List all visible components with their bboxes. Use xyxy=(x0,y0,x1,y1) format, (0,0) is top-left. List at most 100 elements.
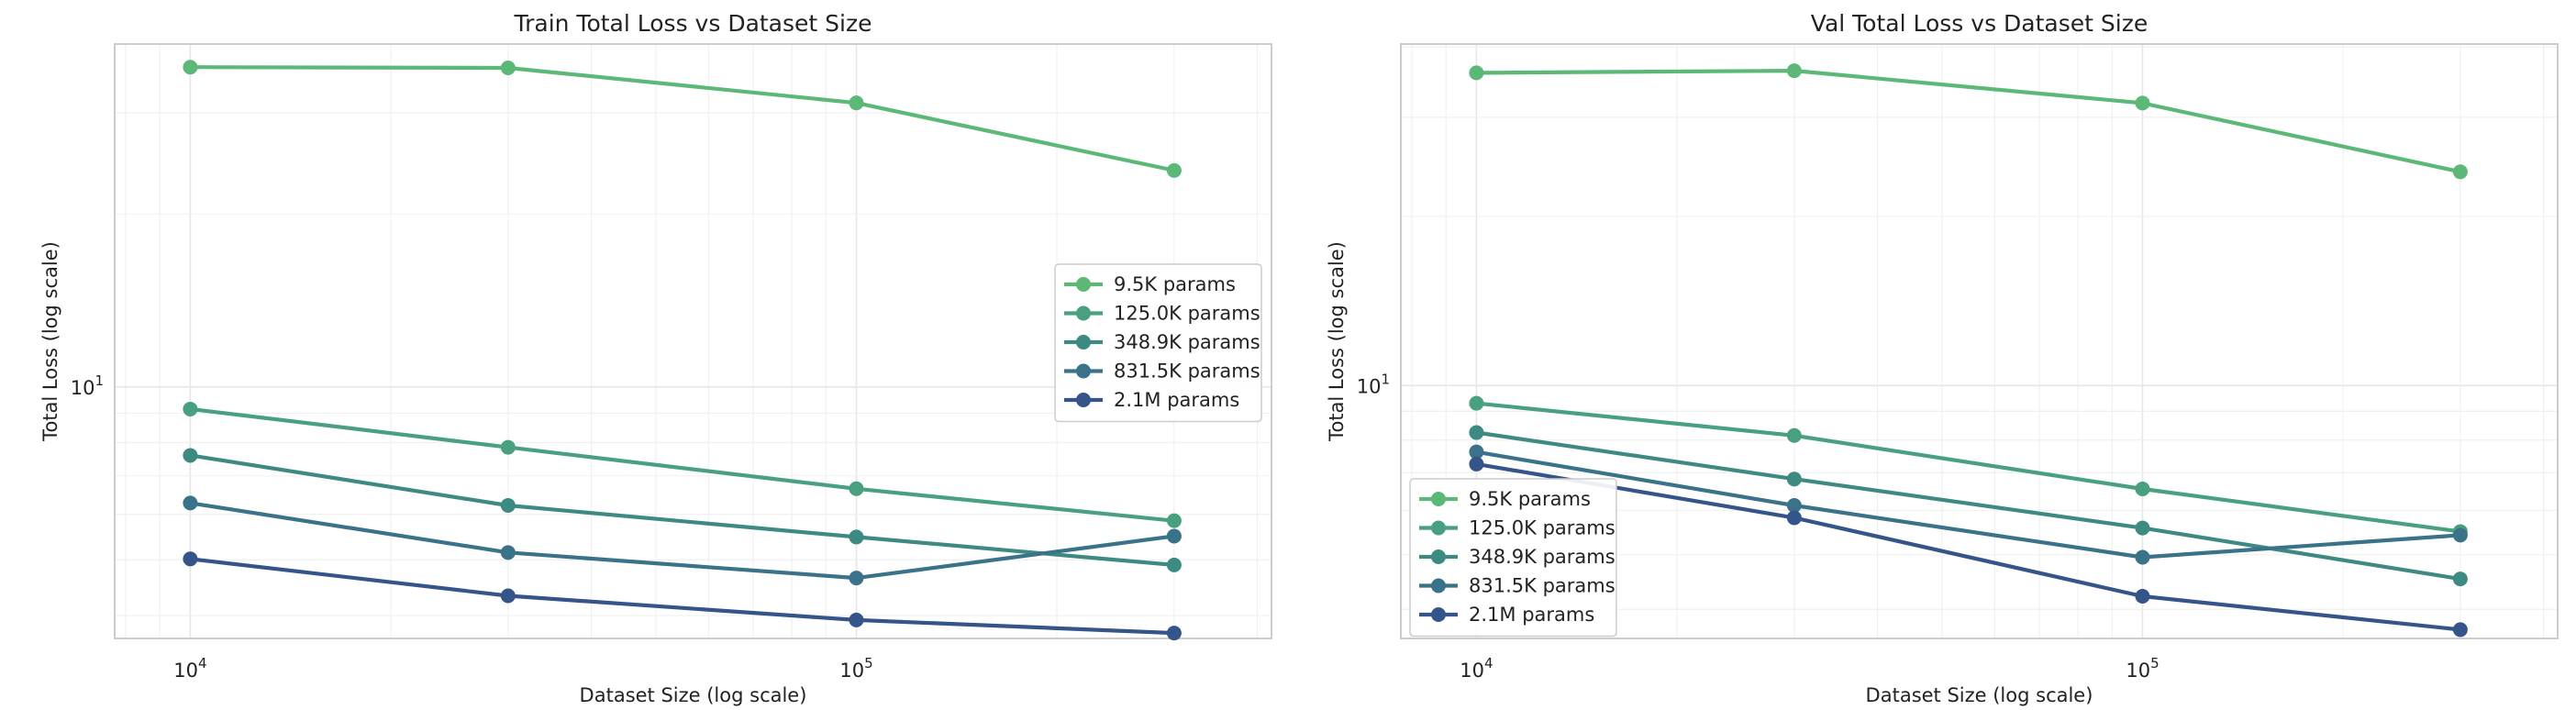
x-tick-base: 10 xyxy=(173,660,198,682)
y-tick-exponent: 1 xyxy=(1381,371,1390,387)
data-point xyxy=(849,95,864,111)
series-line xyxy=(1474,430,2462,582)
series-line xyxy=(188,453,1177,568)
x-tick-base: 10 xyxy=(2126,660,2150,682)
series-4 xyxy=(1469,456,2468,638)
legend-marker xyxy=(1431,607,1446,622)
x-tick-base: 10 xyxy=(839,660,864,682)
y-axis-label: Total Loss (log scale) xyxy=(39,241,61,442)
axes-frame xyxy=(114,43,1272,639)
data-point xyxy=(500,497,516,513)
data-point xyxy=(1786,427,1802,443)
data-point xyxy=(849,571,864,586)
series-line xyxy=(188,406,1177,523)
data-point xyxy=(849,612,864,627)
y-tick-label: 101 xyxy=(71,372,104,399)
legend-label: 9.5K params xyxy=(1114,273,1236,295)
series-1 xyxy=(183,401,1182,528)
legend-label: 831.5K params xyxy=(1114,361,1260,383)
legend-label: 348.9K params xyxy=(1114,331,1260,353)
legend-label: 125.0K params xyxy=(1469,517,1616,539)
data-point xyxy=(1786,63,1802,79)
data-point xyxy=(500,588,516,604)
legend-marker xyxy=(1076,305,1091,321)
legend-marker xyxy=(1431,520,1446,536)
legend-marker xyxy=(1431,578,1446,594)
data-point xyxy=(2452,527,2468,543)
x-tick-label: 105 xyxy=(2126,655,2159,682)
legend: 9.5K params 125.0K params 348.9K params 831… xyxy=(1054,263,1262,423)
x-tick-exponent: 4 xyxy=(198,655,207,671)
legend-marker xyxy=(1076,335,1091,349)
data-point xyxy=(849,529,864,545)
data-point xyxy=(1469,444,1484,460)
y-axis-label: Total Loss (log scale) xyxy=(1326,241,1348,442)
data-point xyxy=(1469,395,1484,411)
axes-frame xyxy=(1400,43,2559,639)
series-line xyxy=(1474,461,2462,632)
data-point xyxy=(1166,513,1182,528)
y-tick-exponent: 1 xyxy=(94,372,104,389)
y-tick-base: 10 xyxy=(1357,375,1382,397)
data-point xyxy=(1469,425,1484,440)
series-line xyxy=(1474,449,2462,560)
data-point xyxy=(1469,65,1484,81)
chart-title: Train Total Loss vs Dataset Size xyxy=(514,10,872,37)
x-tick-label: 104 xyxy=(1460,655,1493,682)
legend: 9.5K params 125.0K params 348.9K params 831… xyxy=(1409,478,1617,638)
data-point xyxy=(1786,510,1802,526)
data-point xyxy=(2135,588,2150,604)
data-point xyxy=(500,61,516,76)
data-point xyxy=(183,60,198,75)
series-line xyxy=(1474,68,2462,174)
legend-label: 2.1M params xyxy=(1114,389,1239,411)
legend-label: 831.5K params xyxy=(1469,575,1616,597)
legend-label: 9.5K params xyxy=(1469,488,1591,510)
legend-label: 2.1M params xyxy=(1469,604,1594,626)
data-point xyxy=(2135,95,2150,111)
series-line xyxy=(1474,401,2462,534)
legend-label: 125.0K params xyxy=(1114,303,1260,325)
series-0 xyxy=(1469,63,2468,180)
series-2 xyxy=(1469,425,2468,587)
series-2 xyxy=(183,448,1182,572)
data-point xyxy=(183,551,198,567)
data-point xyxy=(1166,557,1182,572)
series-line xyxy=(188,557,1177,636)
series-4 xyxy=(183,551,1182,641)
data-point xyxy=(500,545,516,560)
data-point xyxy=(500,439,516,455)
data-point xyxy=(1166,162,1182,178)
data-point xyxy=(183,401,198,416)
data-point xyxy=(183,448,198,463)
data-point xyxy=(2452,622,2468,638)
x-tick-exponent: 4 xyxy=(1484,655,1493,671)
y-tick-label: 101 xyxy=(1357,371,1390,397)
series-3 xyxy=(183,495,1182,586)
legend-box xyxy=(1054,263,1262,423)
series-3 xyxy=(1469,444,2468,565)
data-point xyxy=(2135,520,2150,536)
data-point xyxy=(1469,456,1484,471)
data-point xyxy=(849,481,864,496)
data-point xyxy=(1786,498,1802,514)
x-tick-base: 10 xyxy=(1460,660,1484,682)
legend-marker xyxy=(1076,363,1091,379)
x-tick-label: 104 xyxy=(173,655,206,682)
legend-box xyxy=(1409,478,1617,638)
data-point xyxy=(2135,481,2150,496)
legend-marker xyxy=(1076,393,1091,407)
data-point xyxy=(183,495,198,511)
series-line xyxy=(188,65,1177,172)
data-point xyxy=(1786,471,1802,487)
legend-label: 348.9K params xyxy=(1469,546,1616,568)
series-line xyxy=(188,501,1177,581)
x-tick-exponent: 5 xyxy=(864,655,873,671)
x-tick-exponent: 5 xyxy=(2150,655,2160,671)
data-point xyxy=(1166,626,1182,641)
legend-marker xyxy=(1076,277,1091,292)
chart-1: Val Total Loss vs Dataset Size Dataset Si… xyxy=(1326,10,2559,706)
legend-marker xyxy=(1431,492,1446,506)
x-axis-label: Dataset Size (log scale) xyxy=(580,684,807,706)
data-point xyxy=(2452,164,2468,180)
